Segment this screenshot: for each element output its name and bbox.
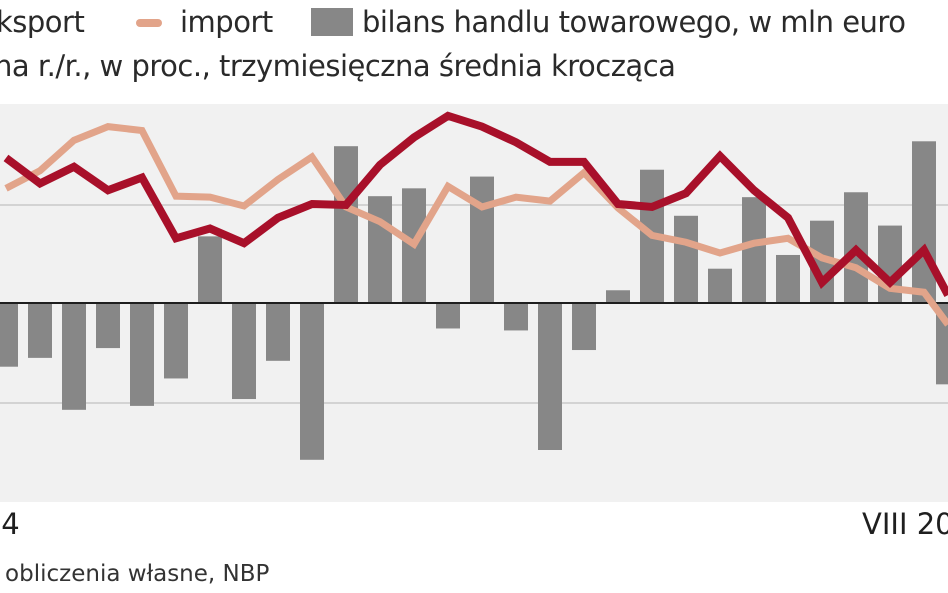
bar-bilans xyxy=(130,303,154,406)
bar-bilans xyxy=(470,176,494,303)
chart-canvas xyxy=(0,111,948,460)
bar-bilans xyxy=(300,303,324,460)
bar-bilans xyxy=(708,268,732,303)
legend-bilans-label: bilans handlu towarowego, w mln euro xyxy=(362,5,906,39)
bar-bilans xyxy=(0,303,18,367)
bar-bilans xyxy=(368,196,392,303)
line-eksport xyxy=(3,111,948,298)
bar-bilans xyxy=(742,197,766,303)
bar-bilans xyxy=(606,290,630,303)
bar-bilans xyxy=(436,303,460,329)
bar-bilans xyxy=(674,215,698,303)
bar-bilans xyxy=(334,146,358,303)
x-axis-end-label: VIII 20 xyxy=(862,507,948,541)
legend-import-label: import xyxy=(180,5,273,39)
bar-bilans xyxy=(232,303,256,400)
legend-eksport: ksport xyxy=(0,2,85,42)
bar-bilans xyxy=(96,303,120,349)
x-axis-start-label: .4 xyxy=(0,507,20,541)
bar-bilans xyxy=(62,303,86,410)
chart-subtitle: na r./r., w proc., trzymiesięczna średni… xyxy=(0,49,676,83)
bar-bilans xyxy=(504,303,528,331)
legend-bilans: bilans handlu towarowego, w mln euro xyxy=(362,2,906,42)
bar-bilans xyxy=(28,303,52,358)
bar-bilans xyxy=(572,303,596,351)
import-swatch-icon xyxy=(136,19,162,27)
bar-bilans xyxy=(538,303,562,450)
chart-plot-area xyxy=(0,104,948,502)
bilans-swatch-icon xyxy=(311,8,353,36)
bar-bilans xyxy=(266,303,290,361)
bar-bilans xyxy=(164,303,188,379)
bar-bilans xyxy=(198,236,222,303)
source-note: : obliczenia własne, NBP xyxy=(0,561,270,587)
bar-bilans xyxy=(776,254,800,303)
legend-import: import xyxy=(180,2,273,42)
legend-eksport-label: ksport xyxy=(0,5,85,39)
bar-bilans xyxy=(912,141,936,303)
legend: ksport import bilans handlu towarowego, … xyxy=(0,0,948,44)
